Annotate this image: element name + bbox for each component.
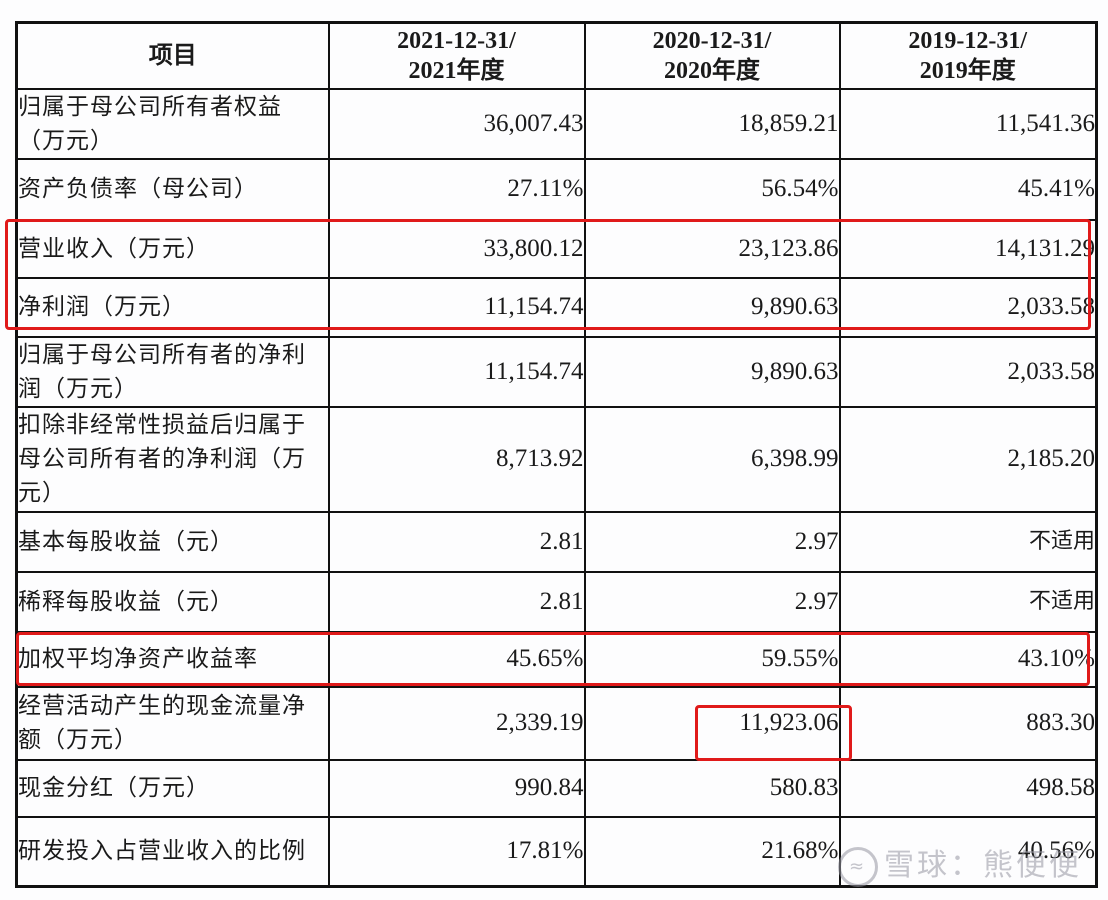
row-label: 基本每股收益（元）	[15, 510, 330, 573]
row-label: 营业收入（万元）	[15, 218, 330, 279]
cell-2021: 11,154.74	[327, 276, 586, 338]
cell-2020: 9,890.63	[583, 335, 841, 408]
row-label: 资产负债率（母公司）	[15, 157, 330, 221]
cell-2021: 2.81	[327, 510, 586, 573]
header-item-text: 项目	[148, 42, 197, 69]
header-row: 项目 2021-12-31/ 2021年度 2020-12-31/ 2020年度…	[15, 21, 1098, 90]
header-item: 项目	[15, 21, 330, 90]
header-2020: 2020-12-31/ 2020年度	[583, 21, 841, 90]
cell-2021: 990.84	[327, 758, 586, 818]
cell-2019: 498.58	[838, 758, 1098, 818]
cell-2021: 11,154.74	[327, 335, 586, 408]
header-2019-date: 2019-12-31/	[908, 27, 1028, 54]
header-2020-date: 2020-12-31/	[652, 27, 772, 54]
financial-summary-table: 项目 2021-12-31/ 2021年度 2020-12-31/ 2020年度…	[15, 21, 1098, 888]
table-row: 加权平均净资产收益率 45.65% 59.55% 43.10%	[15, 630, 1098, 688]
cell-2020: 18,859.21	[583, 87, 841, 160]
table-row: 研发投入占营业收入的比例 17.81% 21.68% 40.56%	[15, 815, 1098, 888]
xueqiu-logo-icon: ≈	[838, 846, 878, 887]
table-row: 现金分红（万元） 990.84 580.83 498.58	[15, 758, 1098, 818]
header-2021-date: 2021-12-31/	[397, 27, 516, 54]
cell-2020: 2.97	[583, 510, 841, 573]
cell-2019: 2,033.58	[838, 276, 1098, 338]
table-row: 稀释每股收益（元） 2.81 2.97 不适用	[15, 570, 1098, 633]
cell-2021: 36,007.43	[327, 87, 586, 160]
row-label: 研发投入占营业收入的比例	[15, 815, 330, 888]
cell-2019: 2,033.58	[838, 335, 1098, 408]
header-2019-year: 2019年度	[919, 57, 1016, 84]
header-2019: 2019-12-31/ 2019年度	[838, 21, 1098, 90]
table-row: 归属于母公司所有者的净利润（万元） 11,154.74 9,890.63 2,0…	[15, 335, 1098, 408]
cell-2019: 11,541.36	[838, 87, 1098, 160]
cell-2019: 不适用	[838, 510, 1098, 573]
table-row: 经营活动产生的现金流量净额（万元） 2,339.19 11,923.06 883…	[15, 685, 1098, 761]
cell-2021: 2,339.19	[327, 685, 586, 761]
cell-2019: 883.30	[838, 685, 1098, 761]
row-label: 现金分红（万元）	[15, 758, 330, 818]
header-2020-year: 2020年度	[664, 57, 760, 84]
cell-2021: 17.81%	[327, 815, 586, 888]
cell-2020: 2.97	[583, 570, 841, 633]
cell-2019: 不适用	[838, 570, 1098, 633]
row-label: 经营活动产生的现金流量净额（万元）	[15, 685, 330, 761]
row-label: 稀释每股收益（元）	[15, 570, 330, 633]
table-row: 资产负债率（母公司） 27.11% 56.54% 45.41%	[15, 157, 1098, 221]
cell-2019: 43.10%	[838, 630, 1098, 688]
cell-2020: 59.55%	[583, 630, 841, 688]
cell-2020: 580.83	[583, 758, 841, 818]
row-label: 加权平均净资产收益率	[15, 630, 330, 688]
header-2021: 2021-12-31/ 2021年度	[327, 21, 586, 90]
cell-2019: 2,185.20	[838, 405, 1098, 513]
cell-2020: 6,398.99	[583, 405, 841, 513]
cell-2021: 33,800.12	[327, 218, 586, 279]
cell-2019: 40.56%	[838, 815, 1098, 888]
cell-2021: 27.11%	[327, 157, 586, 221]
cell-2019: 14,131.29	[838, 218, 1098, 279]
row-label: 归属于母公司所有者权益（万元）	[15, 87, 330, 160]
cell-2020: 9,890.63	[583, 276, 841, 338]
row-label: 归属于母公司所有者的净利润（万元）	[15, 335, 330, 408]
table-row: 扣除非经常性损益后归属于母公司所有者的净利润（万元） 8,713.92 6,39…	[15, 405, 1098, 513]
cell-2021: 45.65%	[327, 630, 586, 688]
row-label: 扣除非经常性损益后归属于母公司所有者的净利润（万元）	[15, 405, 330, 513]
cell-2020: 21.68%	[583, 815, 841, 888]
table-row: 归属于母公司所有者权益（万元） 36,007.43 18,859.21 11,5…	[15, 87, 1098, 160]
cell-2019: 45.41%	[838, 157, 1098, 221]
cell-2020: 23,123.86	[583, 218, 841, 279]
cell-2020: 11,923.06	[583, 685, 841, 761]
table-row: 基本每股收益（元） 2.81 2.97 不适用	[15, 510, 1098, 573]
cell-2021: 8,713.92	[327, 405, 586, 513]
watermark-text: 雪球：熊便便	[884, 848, 1082, 883]
table-row: 净利润（万元） 11,154.74 9,890.63 2,033.58	[15, 276, 1098, 338]
watermark: ≈ 雪球：熊便便	[838, 840, 1082, 887]
header-2021-year: 2021年度	[408, 57, 505, 84]
cell-2021: 2.81	[327, 570, 586, 633]
table-row: 营业收入（万元） 33,800.12 23,123.86 14,131.29	[15, 218, 1098, 279]
row-label: 净利润（万元）	[15, 276, 330, 338]
cell-2020: 56.54%	[583, 157, 841, 221]
